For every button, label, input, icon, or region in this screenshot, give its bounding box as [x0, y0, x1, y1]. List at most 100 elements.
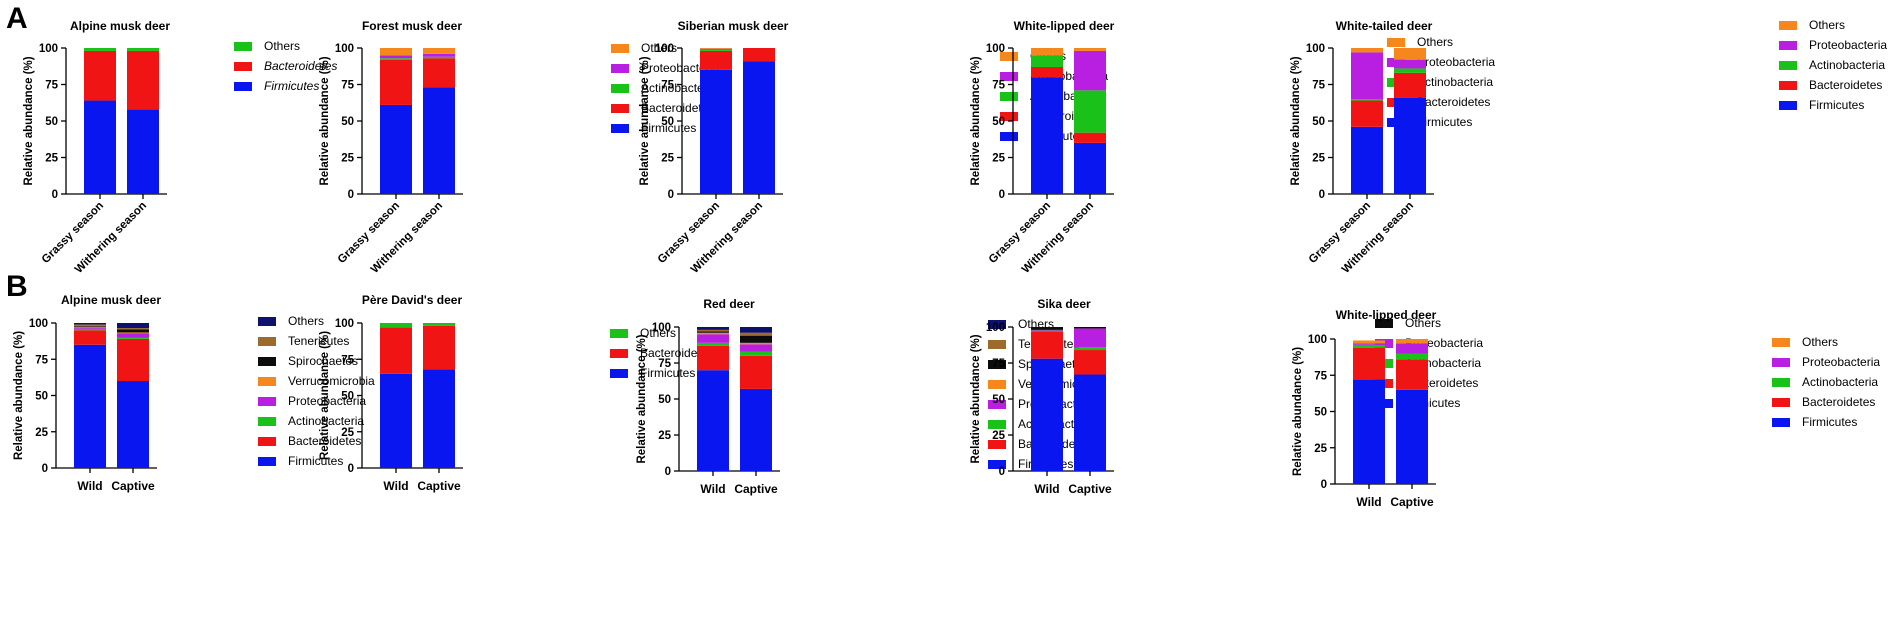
- legend-label: Others: [640, 326, 676, 340]
- y-tick-label: 75: [661, 80, 674, 92]
- legend-swatch: [1779, 81, 1797, 90]
- y-tick-label: 50: [992, 394, 1005, 406]
- bar-segment-actinobacteria: [117, 337, 149, 339]
- legend-swatch: [610, 349, 628, 358]
- bar-segment-proteobacteria: [1353, 343, 1385, 345]
- legend-swatch: [610, 369, 628, 378]
- bar-segment-firmicutes: [423, 87, 455, 194]
- legend: Others Bacteroidetes Firmicutes: [234, 39, 337, 93]
- y-axis-label: Relative abundance (%): [970, 334, 982, 463]
- x-tick-label: Captive: [417, 479, 461, 493]
- legend-swatch: [1772, 418, 1790, 427]
- legend-swatch: [1000, 112, 1018, 121]
- legend-label: Others: [1802, 335, 1838, 349]
- bar-segment-proteobacteria: [740, 344, 772, 352]
- bar-segment-others: [1394, 48, 1426, 60]
- bar-segment-tenericutes: [740, 332, 772, 336]
- bar-segment-actinobacteria: [1074, 347, 1106, 351]
- bar-segment-bacteroidetes: [380, 327, 412, 374]
- legend-label: Proteobacteria: [641, 61, 719, 75]
- bar-segment-others: [380, 323, 412, 328]
- y-axis-label: Relative abundance (%): [636, 334, 648, 463]
- y-tick-label: 0: [999, 466, 1005, 478]
- legend-label: Firmicutes: [1802, 415, 1857, 429]
- y-tick-label: 50: [341, 116, 354, 128]
- y-tick-label: 100: [986, 322, 1005, 334]
- bar-segment-bacteroidetes: [1353, 347, 1385, 380]
- bar-segment-others: [1031, 48, 1063, 56]
- legend-label: Bacteroidetes: [288, 434, 361, 448]
- bar-segment-firmicutes: [1074, 142, 1106, 194]
- bar-segment-firmicutes: [1351, 126, 1383, 194]
- bar-segment-proteobacteria: [1351, 52, 1383, 100]
- bar-segment-bacteroidetes: [700, 50, 732, 70]
- y-tick-label: 100: [986, 43, 1005, 55]
- legend-swatch: [1000, 52, 1018, 61]
- legend-label: Firmicutes: [1809, 98, 1864, 112]
- chart-1: Alpine musk deer Relative abundance (%) 0 2…: [23, 19, 337, 276]
- y-tick-label: 25: [341, 153, 354, 165]
- y-tick-label: 100: [29, 318, 48, 330]
- y-tick-label: 25: [661, 153, 674, 165]
- y-tick-label: 25: [1314, 443, 1327, 455]
- bar-segment-firmicutes: [1074, 374, 1106, 471]
- bar-segment-actinobacteria: [423, 56, 455, 59]
- bar-segment-bacteroidetes: [740, 355, 772, 389]
- y-tick-label: 50: [992, 116, 1005, 128]
- bar-segment-actinobacteria: [380, 58, 412, 60]
- legend-label: Firmicutes: [288, 454, 343, 468]
- y-tick-label: 0: [348, 463, 354, 475]
- legend-label: Actinobacteria: [1809, 58, 1885, 72]
- legend-label: Bacteroidetes: [641, 101, 714, 115]
- y-tick-label: 75: [1312, 80, 1325, 92]
- legend-label: Bacteroidetes: [640, 346, 713, 360]
- chart-7: Père David's deer Relative abundance (%) 0…: [319, 293, 713, 493]
- bar-segment-firmicutes: [1353, 379, 1385, 484]
- legend-label: Firmicutes: [1417, 115, 1472, 129]
- bar-segment-bacteroidetes: [743, 48, 775, 62]
- bar-segment-others: [740, 327, 772, 333]
- bar-segment-proteobacteria: [1074, 50, 1106, 91]
- y-tick-label: 0: [665, 466, 671, 478]
- y-tick-label: 0: [1321, 479, 1327, 491]
- bar-segment-tenericutes: [74, 324, 106, 326]
- y-tick-label: 100: [1306, 43, 1325, 55]
- x-tick-label: Captive: [1068, 482, 1112, 496]
- legend-label: Firmicutes: [640, 366, 695, 380]
- x-tick-label: Withering season: [369, 200, 445, 276]
- bar-segment-others: [423, 323, 455, 326]
- y-tick-label: 50: [1314, 407, 1327, 419]
- bar-segment-proteobacteria: [697, 334, 729, 343]
- legend-swatch: [611, 44, 629, 53]
- legend-swatch: [258, 377, 276, 386]
- legend-swatch: [258, 397, 276, 406]
- legend: Others Proteobacteria Actinobacteria Bacter…: [611, 41, 719, 135]
- legend: Others Proteobacteria Actinobacteria Bacter…: [1772, 335, 1880, 429]
- bar-segment-actinobacteria: [74, 328, 106, 331]
- legend-label: Bacteroidetes: [264, 59, 337, 73]
- bar-segment-actinobacteria: [1351, 99, 1383, 101]
- bar-segment-firmicutes: [743, 61, 775, 194]
- legend-label: Bacteroidetes: [1802, 395, 1875, 409]
- bar-segment-others: [423, 48, 455, 54]
- y-axis-label: Relative abundance (%): [1292, 347, 1304, 476]
- bar-segment-spirochaetes: [74, 325, 106, 327]
- bar-segment-actinobacteria: [1396, 353, 1428, 360]
- bar-segment-others: [74, 323, 106, 325]
- legend-label: Others: [288, 314, 324, 328]
- y-tick-label: 0: [42, 463, 48, 475]
- bar-segment-actinobacteria: [1031, 55, 1063, 67]
- legend: Others Proteobacteria Actinobacteria Bacter…: [1387, 35, 1495, 129]
- y-tick-label: 25: [35, 427, 48, 439]
- panel-label-a: A: [6, 2, 28, 35]
- bar-segment-firmicutes: [1031, 77, 1063, 194]
- bar-segment-actinobacteria: [1353, 344, 1385, 348]
- bar-segment-bacteroidetes: [1351, 100, 1383, 127]
- bar-segment-bacteroidetes: [117, 338, 149, 381]
- legend-swatch: [258, 317, 276, 326]
- bar-segment-bacteroidetes: [1074, 132, 1106, 143]
- bar-segment-firmicutes: [1394, 97, 1426, 194]
- y-tick-label: 75: [1314, 370, 1327, 382]
- bar-segment-actinobacteria: [697, 342, 729, 346]
- bar-segment-proteobacteria: [1031, 329, 1063, 331]
